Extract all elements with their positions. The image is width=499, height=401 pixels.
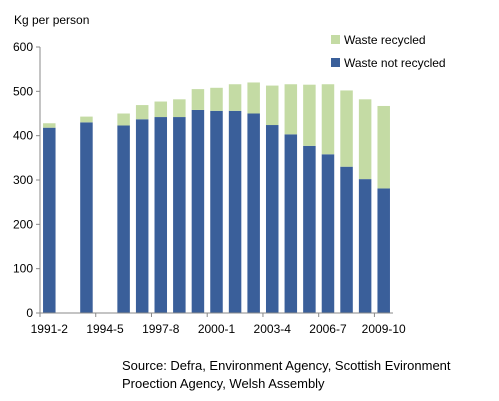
bar-waste-recycled-2008-9 [358, 99, 372, 180]
x-tick-label: 2003-4 [254, 322, 292, 336]
y-tick-label: 0 [26, 306, 33, 320]
x-tick-label: 2009-10 [362, 322, 406, 336]
y-tick-label: 500 [13, 84, 33, 98]
x-tick-label: 2000-1 [198, 322, 236, 336]
bar-waste-recycled-1998-9 [173, 99, 186, 118]
bar-waste-not-recycled-2009-10 [377, 188, 390, 313]
bar-waste-not-recycled-1991-2 [43, 127, 56, 313]
bar-waste-not-recycled-2007-8 [340, 166, 353, 313]
y-tick-label: 600 [13, 40, 33, 54]
y-tick-label: 200 [13, 217, 33, 231]
bar-waste-recycled-1999-00 [191, 89, 205, 110]
bar-waste-not-recycled-1998-9 [173, 117, 186, 314]
bar-waste-recycled-2009-10 [377, 105, 390, 189]
bar-waste-not-recycled-1993-4 [80, 122, 93, 313]
bar-waste-recycled-1996-7 [135, 105, 149, 120]
bar-waste-recycled-2006-7 [321, 84, 335, 155]
bar-waste-not-recycled-1995-6 [117, 125, 130, 313]
bar-waste-not-recycled-2000-1 [210, 110, 223, 313]
bar-waste-recycled-2001-2 [228, 84, 242, 111]
bar-waste-not-recycled-1997-8 [154, 117, 168, 314]
y-tick-label: 400 [13, 129, 33, 143]
bar-waste-recycled-2003-4 [265, 85, 279, 126]
x-tick-label: 1994-5 [86, 322, 124, 336]
bar-waste-recycled-1993-4 [80, 116, 93, 123]
source-note: Source: Defra, Environment Agency, Scott… [122, 358, 451, 391]
y-tick-label: 100 [13, 262, 33, 276]
bar-waste-recycled-2000-1 [210, 87, 223, 111]
legend-swatch-waste-not-recycled [331, 58, 340, 67]
stacked-bar-chart: Kg per person 0 100 200 300 400 500 600 1991-2… [13, 13, 446, 336]
bar-waste-not-recycled-2008-9 [358, 179, 372, 313]
bar-waste-recycled-2005-6 [303, 84, 316, 146]
legend-swatch-waste-recycled [331, 35, 340, 44]
x-tick-label: 1997-8 [142, 322, 180, 336]
bar-waste-recycled-1991-2 [43, 123, 56, 128]
bar-waste-recycled-1997-8 [154, 101, 168, 118]
bar-waste-recycled-1995-6 [117, 113, 130, 126]
x-tick-label: 2006-7 [309, 322, 347, 336]
bar-waste-not-recycled-2004-5 [284, 134, 298, 313]
bar-waste-not-recycled-1999-00 [191, 109, 205, 313]
bar-waste-not-recycled-1996-7 [135, 119, 149, 313]
bar-waste-not-recycled-2005-6 [303, 145, 316, 313]
bar-waste-recycled-2004-5 [284, 84, 298, 135]
y-tick-label: 300 [13, 173, 33, 187]
legend-label-waste-not-recycled: Waste not recycled [344, 56, 446, 70]
bar-waste-recycled-2007-8 [340, 90, 353, 167]
legend-label-waste-recycled: Waste recycled [344, 33, 426, 47]
x-tick-label: 1991-2 [31, 322, 69, 336]
bar-waste-not-recycled-2002-3 [247, 113, 260, 313]
bar-waste-not-recycled-2006-7 [321, 154, 335, 313]
bar-waste-recycled-2002-3 [247, 82, 260, 114]
bar-waste-not-recycled-2001-2 [228, 110, 242, 313]
bar-waste-not-recycled-2003-4 [265, 125, 279, 313]
y-axis-label: Kg per person [14, 13, 89, 27]
